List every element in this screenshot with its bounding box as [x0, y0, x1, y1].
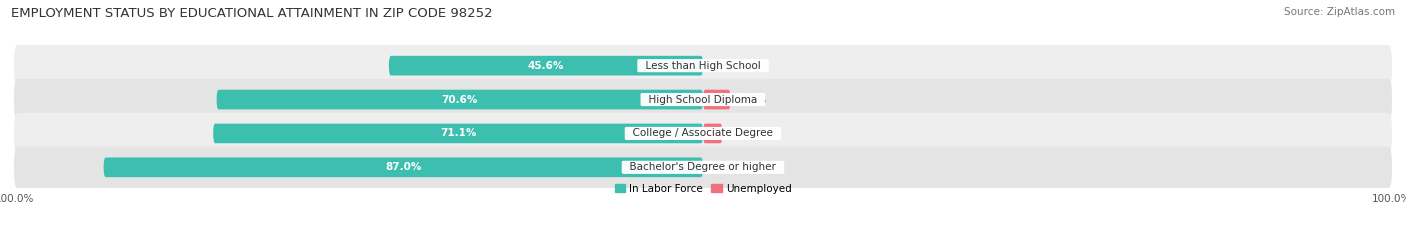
Legend: In Labor Force, Unemployed: In Labor Force, Unemployed — [610, 179, 796, 198]
Text: 45.6%: 45.6% — [527, 61, 564, 71]
Text: Less than High School: Less than High School — [638, 61, 768, 71]
Text: 4.0%: 4.0% — [741, 95, 768, 105]
Text: 87.0%: 87.0% — [385, 162, 422, 172]
FancyBboxPatch shape — [104, 158, 703, 177]
Text: 71.1%: 71.1% — [440, 128, 477, 138]
Text: Source: ZipAtlas.com: Source: ZipAtlas.com — [1284, 7, 1395, 17]
Text: 70.6%: 70.6% — [441, 95, 478, 105]
FancyBboxPatch shape — [14, 79, 1392, 120]
Text: College / Associate Degree: College / Associate Degree — [626, 128, 780, 138]
FancyBboxPatch shape — [14, 45, 1392, 86]
FancyBboxPatch shape — [703, 124, 723, 143]
FancyBboxPatch shape — [389, 56, 703, 75]
Text: 0.0%: 0.0% — [713, 61, 740, 71]
FancyBboxPatch shape — [14, 147, 1392, 188]
Text: 0.0%: 0.0% — [713, 162, 740, 172]
Text: High School Diploma: High School Diploma — [643, 95, 763, 105]
FancyBboxPatch shape — [217, 90, 703, 109]
Text: 2.8%: 2.8% — [733, 128, 759, 138]
Text: Bachelor's Degree or higher: Bachelor's Degree or higher — [623, 162, 783, 172]
FancyBboxPatch shape — [214, 124, 703, 143]
FancyBboxPatch shape — [14, 113, 1392, 154]
Text: EMPLOYMENT STATUS BY EDUCATIONAL ATTAINMENT IN ZIP CODE 98252: EMPLOYMENT STATUS BY EDUCATIONAL ATTAINM… — [11, 7, 494, 20]
FancyBboxPatch shape — [703, 90, 731, 109]
